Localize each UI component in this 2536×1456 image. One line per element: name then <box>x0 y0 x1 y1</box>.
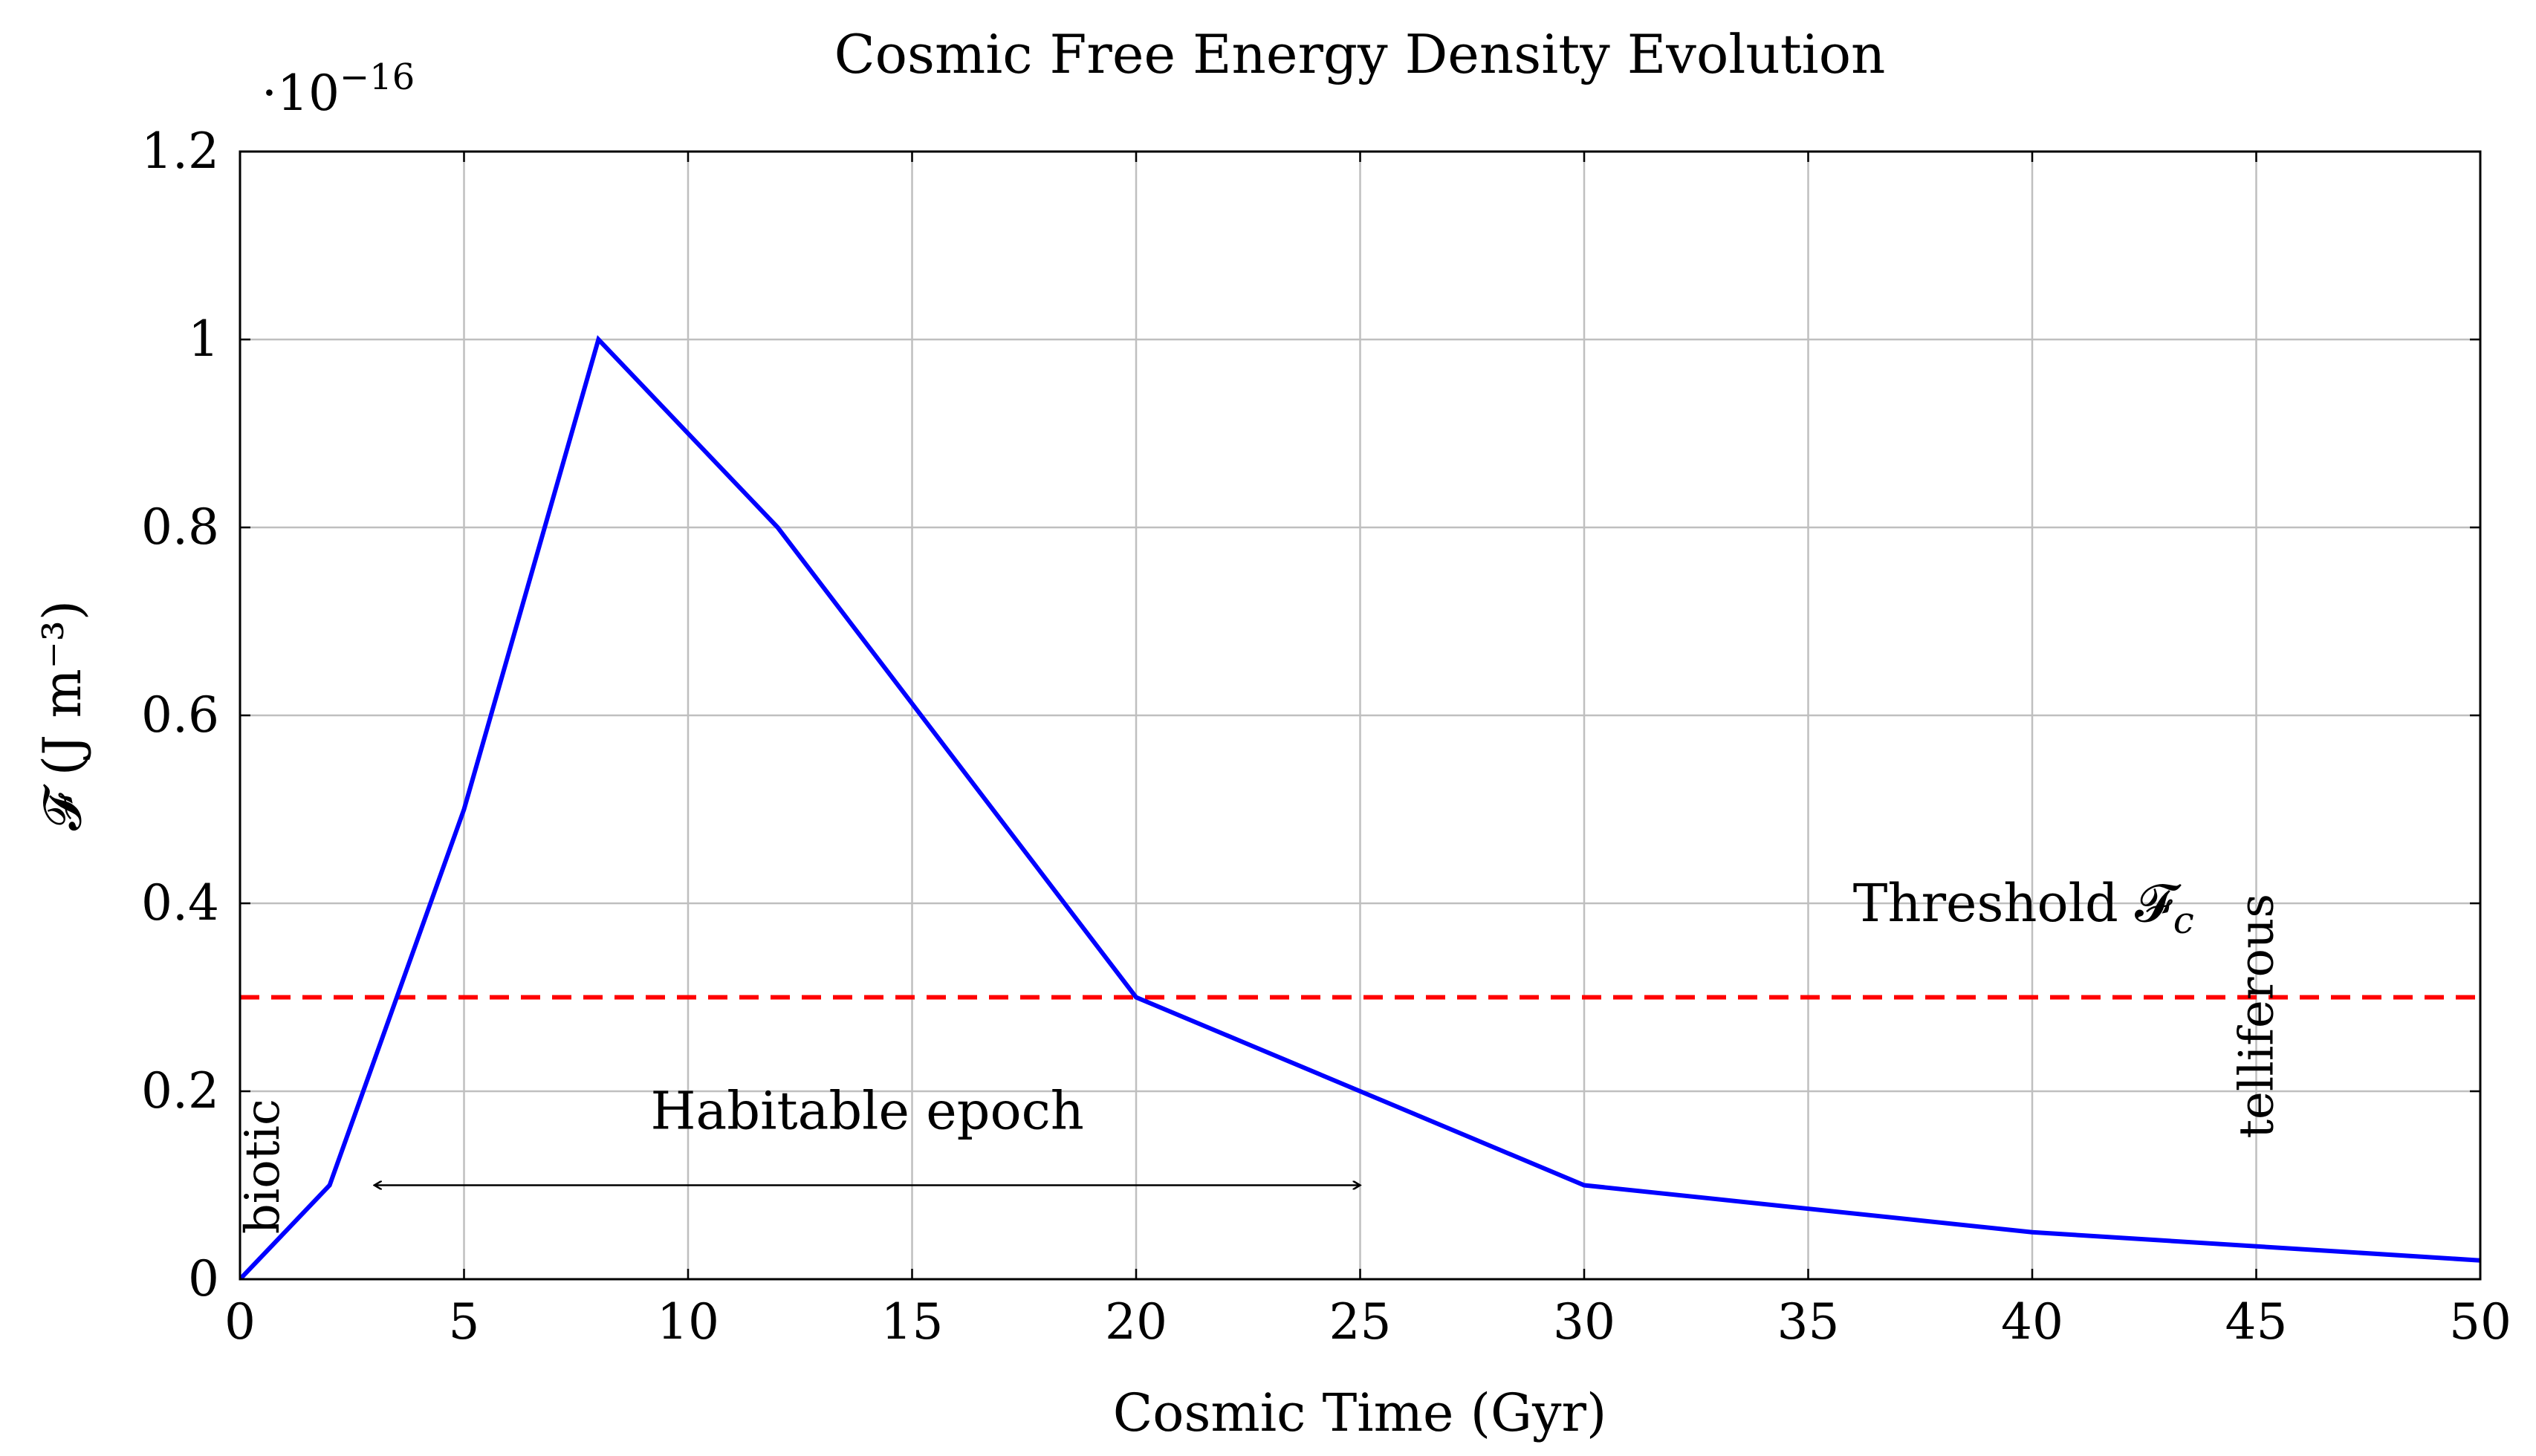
grid <box>240 152 2480 1279</box>
y-tick-label: 0.6 <box>141 686 219 744</box>
x-tick-label: 35 <box>1777 1293 1840 1351</box>
habitable-epoch-label: Habitable epoch <box>651 1081 1084 1142</box>
threshold-label: Threshold 𝓕c <box>1853 873 2194 942</box>
series-line <box>240 335 2480 1279</box>
y-axis-title: 𝓕 (J m⁻³) <box>32 600 93 831</box>
rotated-annotation: biotic <box>236 1099 291 1234</box>
chart-title: Cosmic Free Energy Density Evolution <box>834 23 1886 85</box>
y-multiplier: ·10−16 <box>262 56 415 122</box>
threshold-layer: Threshold 𝓕c <box>240 873 2480 1000</box>
rotated-annotation-group: biotic <box>236 1099 291 1234</box>
y-tick-label: 0 <box>188 1250 219 1307</box>
x-tick-label: 15 <box>881 1293 944 1351</box>
x-tick-label: 5 <box>449 1293 480 1351</box>
x-tick-label: 50 <box>2449 1293 2511 1351</box>
x-tick-label: 20 <box>1105 1293 1167 1351</box>
y-tick-label: 0.4 <box>141 874 219 932</box>
y-multiplier-exponent: −16 <box>340 56 415 98</box>
rotated-annotation-group: telliferous <box>2230 894 2285 1139</box>
series-layer <box>240 335 2480 1279</box>
y-tick-label: 1 <box>188 311 219 368</box>
threshold-label-text: Threshold 𝓕 <box>1853 873 2182 934</box>
y-tick-label: 0.8 <box>141 498 219 556</box>
x-axis-title: Cosmic Time (Gyr) <box>1113 1382 1607 1443</box>
x-tick-label: 10 <box>657 1293 719 1351</box>
rotated-annotation: telliferous <box>2230 894 2285 1139</box>
x-tick-label: 30 <box>1553 1293 1615 1351</box>
annotation-layer: Habitable epoch biotic telliferous <box>236 894 2285 1234</box>
threshold-label-subscript: c <box>2173 899 2194 942</box>
x-tick-label: 0 <box>224 1293 256 1351</box>
x-tick-label: 40 <box>2001 1293 2063 1351</box>
tick-layer: 0 5 10 15 20 25 30 35 40 45 50 0 0.2 0.4 0.6 0.8 1 1.2 <box>141 123 2511 1351</box>
y-tick-label: 1.2 <box>141 123 219 180</box>
y-tick-label: 0.2 <box>141 1062 219 1119</box>
y-multiplier-base: ·10 <box>262 65 340 122</box>
x-tick-label: 25 <box>1329 1293 1392 1351</box>
x-tick-label: 45 <box>2225 1293 2288 1351</box>
